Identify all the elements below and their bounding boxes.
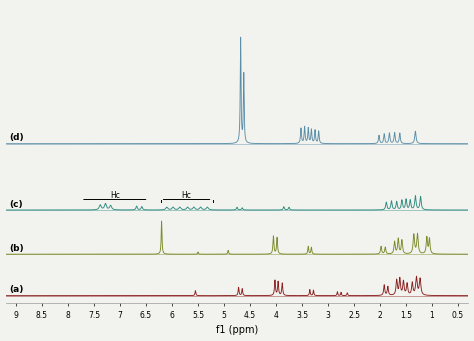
Text: (a): (a) [9, 285, 24, 294]
Text: Hc: Hc [110, 191, 120, 200]
Text: (d): (d) [9, 133, 24, 142]
X-axis label: f1 (ppm): f1 (ppm) [216, 325, 258, 336]
Text: (b): (b) [9, 244, 24, 253]
Text: Hc: Hc [182, 191, 191, 200]
Text: (c): (c) [9, 199, 23, 209]
